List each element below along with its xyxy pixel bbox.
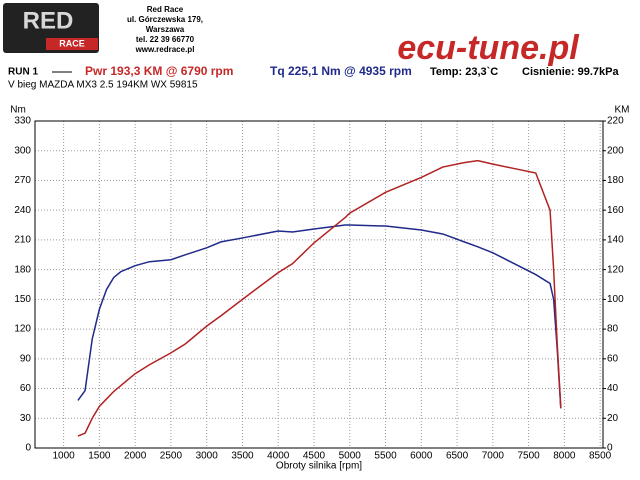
x-tick-label: 2000 [124, 451, 147, 462]
y2-tick-label: 120 [607, 264, 624, 275]
y2-tick-label: 0 [607, 443, 613, 454]
x-tick-label: 8500 [589, 451, 612, 462]
logo-race: RACE [59, 38, 85, 48]
address: tel. 22 39 66770 [136, 35, 195, 44]
y-tick-label: 120 [14, 324, 31, 335]
x-tick-label: 5000 [339, 451, 362, 462]
y-tick-label: 300 [14, 145, 31, 156]
y2-axis-label: KM [615, 105, 630, 116]
run: RUN 1 [8, 67, 38, 78]
brand: ecu-tune.pl [397, 29, 580, 67]
x-tick-label: 1500 [88, 451, 111, 462]
x-tick-label: 3500 [231, 451, 254, 462]
series-line [77, 224, 562, 409]
temperature: Temp: 23,3`C [430, 66, 498, 78]
y2-tick-label: 220 [607, 116, 624, 127]
y-tick-label: 60 [20, 383, 32, 394]
y2-tick-label: 100 [607, 294, 624, 305]
torque-summary: Tq 225,1 Nm @ 4935 rpm [270, 64, 412, 78]
y2-tick-label: 60 [607, 353, 619, 364]
x-tick-label: 6000 [410, 451, 433, 462]
company: Red Race [147, 5, 184, 14]
x-tick-label: 6500 [446, 451, 469, 462]
y2-tick-label: 20 [607, 413, 619, 424]
y-tick-label: 0 [25, 443, 31, 454]
y2-tick-label: 200 [607, 145, 624, 156]
y2-tick-label: 40 [607, 383, 619, 394]
x-tick-label: 7000 [482, 451, 505, 462]
y2-tick-label: 80 [607, 324, 619, 335]
y2-tick-label: 160 [607, 205, 624, 216]
address: www.redrace.pl [135, 45, 195, 54]
x-tick-label: 8000 [553, 451, 576, 462]
x-tick-label: 4500 [303, 451, 326, 462]
pressure: Cisnienie: 99.7kPa [522, 66, 619, 78]
y-tick-label: 180 [14, 264, 31, 275]
plot-frame [34, 120, 604, 449]
x-tick-label: 5500 [374, 451, 397, 462]
x-tick-label: 1000 [52, 451, 75, 462]
y-tick-label: 30 [20, 413, 32, 424]
address: Warszawa [146, 25, 185, 34]
y2-tick-label: 140 [607, 235, 624, 246]
subtitle: V bieg MAZDA MX3 2.5 194KM WX 59815 [8, 80, 198, 91]
series-line [77, 159, 562, 437]
x-tick-label: 2500 [160, 451, 183, 462]
y-tick-label: 90 [20, 353, 32, 364]
x-tick-label: 4000 [267, 451, 290, 462]
x-axis-label: Obroty silnika [rpm] [276, 461, 362, 472]
y-tick-label: 210 [14, 235, 31, 246]
power-summary: Pwr 193,3 KM @ 6790 rpm [85, 64, 233, 78]
logo-stripe [46, 38, 98, 50]
y-tick-label: 330 [14, 116, 31, 127]
y-tick-label: 270 [14, 175, 31, 186]
y-tick-label: 150 [14, 294, 31, 305]
y2-tick-label: 180 [607, 175, 624, 186]
address: ul. Górczewska 179, [127, 15, 203, 24]
logo-red: RED [23, 7, 74, 34]
y-tick-label: 240 [14, 205, 31, 216]
y-axis-label: Nm [10, 105, 26, 116]
x-tick-label: 3000 [196, 451, 219, 462]
x-tick-label: 7500 [517, 451, 540, 462]
